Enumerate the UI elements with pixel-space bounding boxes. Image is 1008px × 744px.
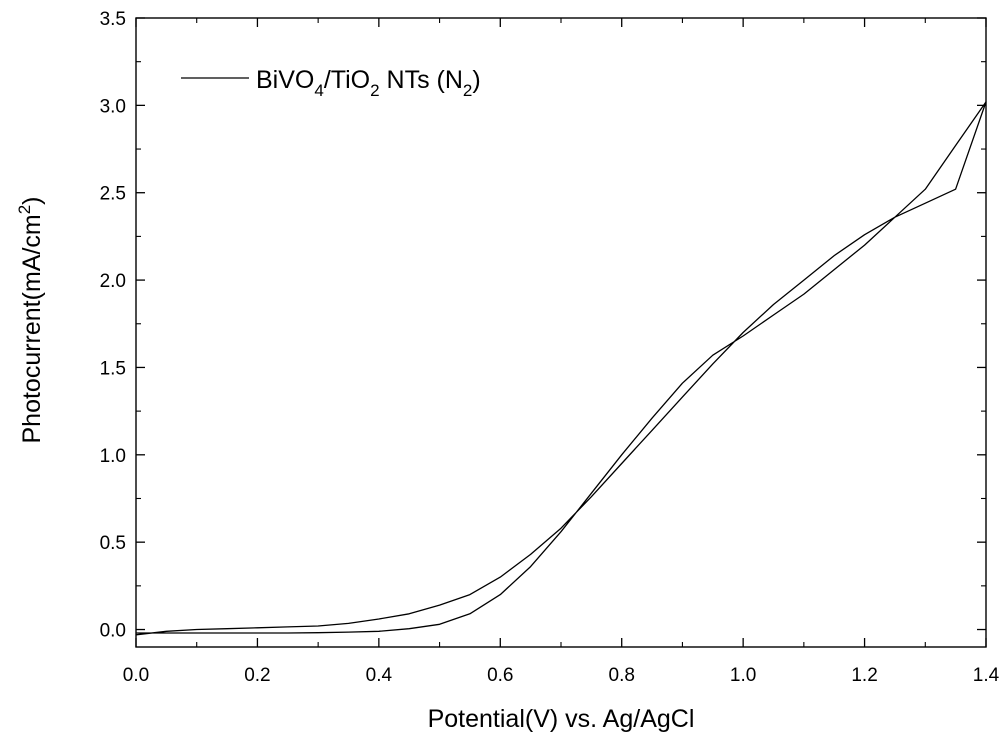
y-tick-label: 2.5 (100, 184, 126, 205)
y-axis-title-close: ) (18, 196, 46, 204)
legend-text-part: /TiO (324, 66, 370, 94)
y-tick-label: 1.5 (100, 358, 126, 379)
x-tick-label: 0.6 (487, 665, 513, 686)
legend-text-part: BiVO (256, 66, 314, 94)
legend-text-part: ) (472, 66, 480, 94)
x-tick-label: 0.2 (244, 665, 270, 686)
x-tick-label: 0.8 (609, 665, 635, 686)
x-tick-label: 0.0 (123, 665, 149, 686)
legend-label: BiVO4/TiO2 NTs (N2) (256, 66, 481, 100)
legend-text-part: 4 (314, 81, 323, 100)
series-line (135, 101, 987, 636)
y-axis-title-main: Photocurrent(mA/cm (18, 214, 46, 443)
series-group (135, 101, 987, 636)
x-tick-label: 0.4 (366, 665, 393, 686)
legend-text-part: NTs (N (380, 66, 463, 94)
plot-frame (135, 17, 987, 648)
y-tick-label: 3.5 (100, 9, 126, 30)
y-tick-label: 0.0 (100, 621, 126, 642)
tick-labels: 0.0 0.2 0.4 0.6 0.8 1.0 1.2 1.4 0.0 0.5 1.0 1.5 2.0 2… (100, 9, 1000, 686)
legend: BiVO4/TiO2 NTs (N2) (181, 66, 481, 100)
y-axis-title-sup: 2 (15, 205, 34, 214)
y-tick-label: 1.0 (100, 446, 126, 467)
axis-ticks (135, 17, 987, 647)
y-tick-label: 0.5 (100, 533, 126, 554)
x-axis-title: Potential(V) vs. Ag/AgCl (428, 705, 695, 733)
x-tick-label: 1.4 (973, 665, 1000, 686)
y-tick-label: 3.0 (100, 96, 126, 117)
y-tick-label: 2.0 (100, 271, 126, 292)
y-axis-title: Photocurrent(mA/cm2) (15, 196, 46, 443)
x-tick-label: 1.0 (730, 665, 756, 686)
legend-text-part: 2 (370, 81, 379, 100)
x-tick-label: 1.2 (851, 665, 877, 686)
legend-text-part: 2 (463, 81, 472, 100)
